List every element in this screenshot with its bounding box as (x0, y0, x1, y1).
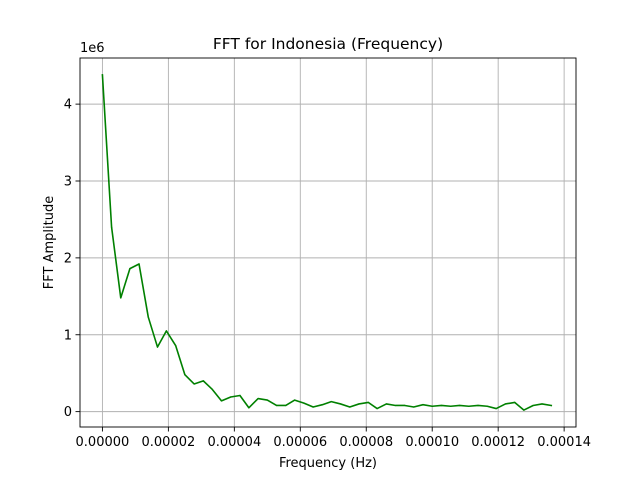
fft-data-point (523, 409, 525, 411)
x-axis-title: Frequency (Hz) (279, 456, 377, 471)
y-tick-label: 2 (64, 251, 72, 266)
fft-data-point (385, 403, 387, 405)
fft-data-point (404, 404, 406, 407)
chart-title: FFT for Indonesia (Frequency) (213, 35, 443, 53)
fft-data-point (504, 403, 507, 405)
y-axis-ticks: 0 1 2 3 4 (64, 98, 80, 420)
fft-amplitude-series-line (101, 74, 553, 411)
y-tick-label: 3 (64, 175, 72, 190)
fft-data-point (193, 383, 195, 385)
fft-data-point (468, 405, 470, 407)
fft-data-point (248, 407, 250, 409)
fft-data-point (129, 268, 131, 270)
x-tick-label: 0.00004 (207, 435, 261, 450)
fft-data-point (349, 406, 351, 408)
fft-data-point (422, 404, 424, 406)
x-tick-label: 0.00010 (405, 435, 459, 450)
y-tick-label: 1 (64, 328, 72, 343)
x-tick-label: 0.00006 (273, 435, 327, 450)
fft-data-point (285, 404, 287, 407)
fft-data-point (312, 406, 314, 408)
fft-data-point (101, 74, 104, 76)
fft-data-point (367, 401, 369, 403)
x-tick-label: 0.00014 (537, 435, 591, 450)
fft-data-point (257, 397, 259, 400)
series-layer (101, 74, 553, 411)
fft-data-point (220, 400, 223, 402)
fft-data-point (431, 405, 433, 407)
fft-data-point (321, 404, 323, 406)
fft-data-point (175, 344, 177, 347)
fft-data-point (156, 346, 159, 348)
fft-data-point (495, 407, 497, 410)
fft-data-point (532, 404, 534, 407)
fft-data-point (458, 404, 461, 407)
y-tick-label: 4 (64, 98, 72, 113)
fft-data-point (358, 403, 360, 405)
x-tick-label: 0.00002 (142, 435, 196, 450)
fft-data-point (477, 404, 479, 407)
fft-data-point (303, 402, 305, 404)
fft-data-point (239, 394, 241, 397)
fft-data-point (202, 380, 204, 382)
fft-data-point (184, 374, 186, 376)
y-axis-offset-label: 1e6 (80, 41, 105, 56)
fft-data-point (514, 401, 516, 403)
x-tick-label: 0.00008 (339, 435, 393, 450)
fft-data-point (275, 404, 278, 407)
fft-data-point (230, 396, 232, 398)
y-gridlines (80, 103, 576, 413)
x-tick-label: 0.00012 (471, 435, 525, 450)
fft-data-point (550, 404, 552, 407)
fft-data-point (440, 404, 443, 407)
y-tick-label: 0 (64, 405, 72, 420)
fft-data-point (450, 405, 452, 407)
fft-data-point (110, 226, 113, 228)
fft-data-point (165, 330, 167, 332)
x-gridlines (101, 58, 565, 427)
x-axis-ticks: 0.00000 0.00002 0.00004 0.00006 0.00008 0.000… (76, 427, 591, 450)
fft-data-point (541, 403, 543, 405)
x-tick-label: 0.00000 (76, 435, 130, 450)
fft-data-point (339, 403, 342, 405)
fft-data-point (486, 405, 488, 407)
fft-data-point (330, 401, 332, 403)
plot-area-background (80, 58, 576, 427)
fft-data-point (294, 399, 296, 401)
fft-data-point (147, 316, 149, 318)
plot-frame (79, 57, 577, 428)
fft-data-point (138, 263, 140, 265)
fft-data-point (413, 406, 415, 408)
fft-data-point (120, 297, 122, 299)
fft-data-point (266, 399, 268, 401)
fft-data-point (376, 407, 378, 410)
fft-data-point (211, 388, 213, 390)
fft-data-point (395, 404, 397, 407)
y-axis-title: FFT Amplitude (42, 196, 57, 289)
